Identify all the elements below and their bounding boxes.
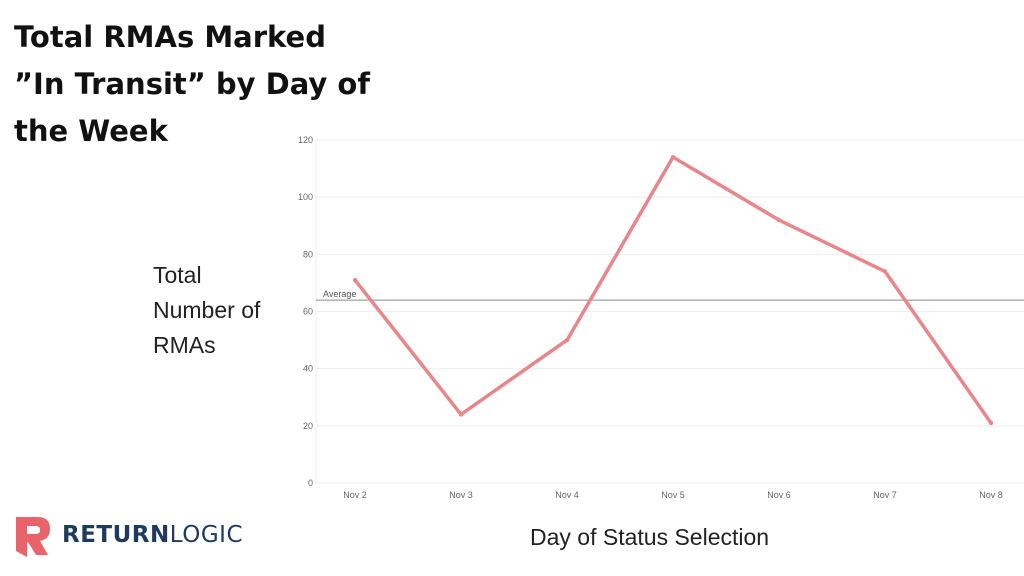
x-tick-label: Nov 5	[661, 490, 685, 500]
logo-wordmark: RETURNLOGIC	[62, 522, 243, 548]
x-tick-label: Nov 4	[555, 490, 579, 500]
average-label: Average	[323, 289, 356, 299]
y-tick-label: 100	[298, 192, 313, 202]
average-reference: Average	[316, 289, 1024, 301]
data-point[interactable]	[564, 337, 570, 343]
x-tick-label: Nov 6	[767, 490, 791, 500]
y-tick-label: 60	[303, 307, 313, 317]
gridlines	[315, 139, 1024, 484]
y-tick-label: 120	[298, 135, 313, 145]
y-axis-label: Total Number of RMAs	[153, 262, 261, 358]
data-point[interactable]	[670, 154, 676, 160]
logo-wordmark-light: LOGIC	[169, 522, 244, 548]
x-tick-label: Nov 8	[979, 490, 1003, 500]
chart-title: Total RMAs Marked ”In Transit” by Day of…	[14, 20, 370, 148]
data-point[interactable]	[776, 217, 782, 223]
y-tick-labels: 0 20 40 60 80 100 120	[298, 135, 313, 488]
x-tick-labels: Nov 2 Nov 3 Nov 4 Nov 5 Nov 6 Nov 7 Nov 8	[343, 490, 1003, 500]
y-tick-label: 0	[308, 478, 313, 488]
x-tick-label: Nov 7	[873, 490, 897, 500]
y-tick-label: 20	[303, 421, 313, 431]
logo-r-icon	[16, 517, 50, 557]
data-point[interactable]	[352, 277, 358, 283]
logo-wordmark-bold: RETURN	[62, 522, 170, 548]
data-point[interactable]	[988, 420, 994, 426]
x-tick-label: Nov 3	[449, 490, 473, 500]
data-point[interactable]	[882, 269, 888, 274]
x-tick-label: Nov 2	[343, 490, 367, 500]
data-point[interactable]	[458, 412, 464, 417]
x-axis-label: Day of Status Selection	[530, 524, 770, 550]
y-tick-label: 40	[303, 364, 313, 374]
y-tick-label: 80	[303, 249, 313, 259]
returnlogic-logo: RETURNLOGIC	[14, 515, 254, 559]
series-line	[352, 154, 994, 426]
